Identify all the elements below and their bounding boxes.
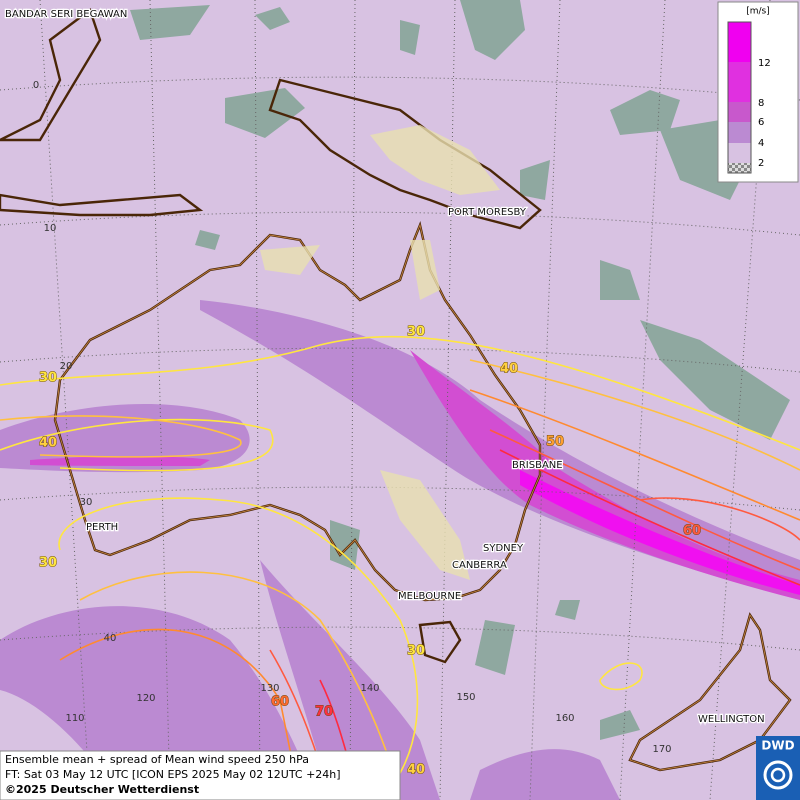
contour-label: 40 <box>39 436 57 451</box>
grid-label: 160 <box>555 713 574 724</box>
footer-box <box>0 750 401 800</box>
grid-label: 40 <box>104 633 117 644</box>
grid-label: 120 <box>136 693 155 704</box>
legend-labels: [m/s] 12 8 6 4 2 <box>746 7 770 170</box>
footer-line: ©2025 Deutscher Wetterdienst <box>5 783 199 796</box>
contour-label: 70 <box>315 705 333 720</box>
grid-label: 110 <box>65 713 84 724</box>
place-label: PERTH <box>86 522 118 533</box>
legend-tick-label: 4 <box>758 138 764 149</box>
grid-label: 0 <box>33 80 39 91</box>
grid-label: 10 <box>44 223 57 234</box>
place-label: MELBOURNE <box>398 591 461 602</box>
contour-label: 40 <box>500 362 518 377</box>
contour-label: 30 <box>39 371 57 386</box>
place-label: BANDAR SERI BEGAWAN <box>5 9 127 20</box>
coastlines <box>0 8 792 772</box>
contour-label: 60 <box>683 524 701 539</box>
grid-label: 140 <box>360 683 379 694</box>
footer-line: FT: Sat 03 May 12 UTC [ICON EPS 2025 May… <box>5 768 341 781</box>
grid-label: 20 <box>60 361 73 372</box>
footer: Ensemble mean + spread of Mean wind spee… <box>5 753 341 796</box>
legend-unit: [m/s] <box>746 7 770 17</box>
grid-label: 150 <box>456 692 475 703</box>
place-label: PORT MORESBY <box>448 207 527 218</box>
legend-tick-label: 6 <box>758 117 764 128</box>
legend-tick-label: 2 <box>758 158 764 169</box>
contour-label: 30 <box>39 556 57 571</box>
grid-label: 170 <box>652 744 671 755</box>
contour-label: 40 <box>407 763 425 778</box>
contour-label: 50 <box>546 435 564 450</box>
grid-label: 30 <box>80 497 93 508</box>
grid-label: 130 <box>260 683 279 694</box>
place-label: WELLINGTON <box>698 714 765 725</box>
labels: BANDAR SERI BEGAWAN PORT MORESBY BRISBANE S… <box>4 8 766 778</box>
contour-label: 60 <box>271 695 289 710</box>
footer-line: Ensemble mean + spread of Mean wind spee… <box>5 753 309 766</box>
place-label: SYDNEY <box>483 543 524 554</box>
logo: DWD <box>756 736 800 800</box>
legend-tick-label: 8 <box>758 98 764 109</box>
contour-lines <box>0 335 800 800</box>
logo-text: DWD <box>761 739 794 753</box>
place-label: BRISBANE <box>512 460 563 471</box>
contour-label: 30 <box>407 644 425 659</box>
contour-label: 30 <box>407 325 425 340</box>
place-label: CANBERRA <box>452 560 507 571</box>
legend-tick-label: 12 <box>758 58 771 69</box>
legend <box>717 1 799 183</box>
